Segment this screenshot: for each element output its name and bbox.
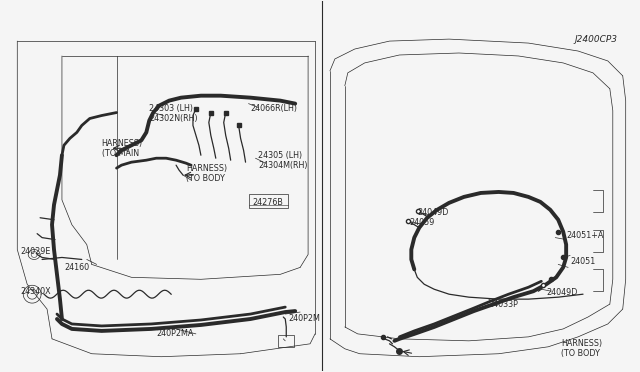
Text: J2400CP3: J2400CP3	[575, 35, 618, 44]
Text: 24066R(LH): 24066R(LH)	[250, 104, 298, 113]
Text: 24302N(RH): 24302N(RH)	[149, 114, 198, 123]
Text: 24160: 24160	[64, 263, 89, 272]
Text: (TO MAIN: (TO MAIN	[102, 149, 139, 158]
Text: 24051+A: 24051+A	[566, 231, 604, 240]
Text: 24304M(RH): 24304M(RH)	[259, 161, 308, 170]
Text: 24276B: 24276B	[253, 198, 284, 207]
Text: HARNESS): HARNESS)	[102, 139, 143, 148]
Text: 24059: 24059	[410, 218, 435, 227]
Text: 240P2MA: 240P2MA	[156, 329, 194, 339]
Text: 240P2M: 240P2M	[288, 314, 320, 324]
Text: 24340X: 24340X	[20, 287, 51, 296]
Text: 24305 (LH): 24305 (LH)	[259, 151, 303, 160]
Text: 24049D: 24049D	[417, 208, 449, 217]
Text: 24029E: 24029E	[20, 247, 51, 256]
Text: (TO BODY: (TO BODY	[561, 349, 600, 358]
Text: 24049D: 24049D	[547, 288, 578, 297]
Text: 24033P: 24033P	[489, 299, 518, 309]
Bar	[278, 335, 294, 347]
Text: 24303 (LH): 24303 (LH)	[149, 104, 193, 113]
Bar	[248, 194, 288, 208]
Text: HARNESS): HARNESS)	[186, 164, 227, 173]
Text: 24051: 24051	[570, 257, 595, 266]
Text: HARNESS): HARNESS)	[561, 339, 602, 348]
Text: (TO BODY: (TO BODY	[186, 174, 225, 183]
